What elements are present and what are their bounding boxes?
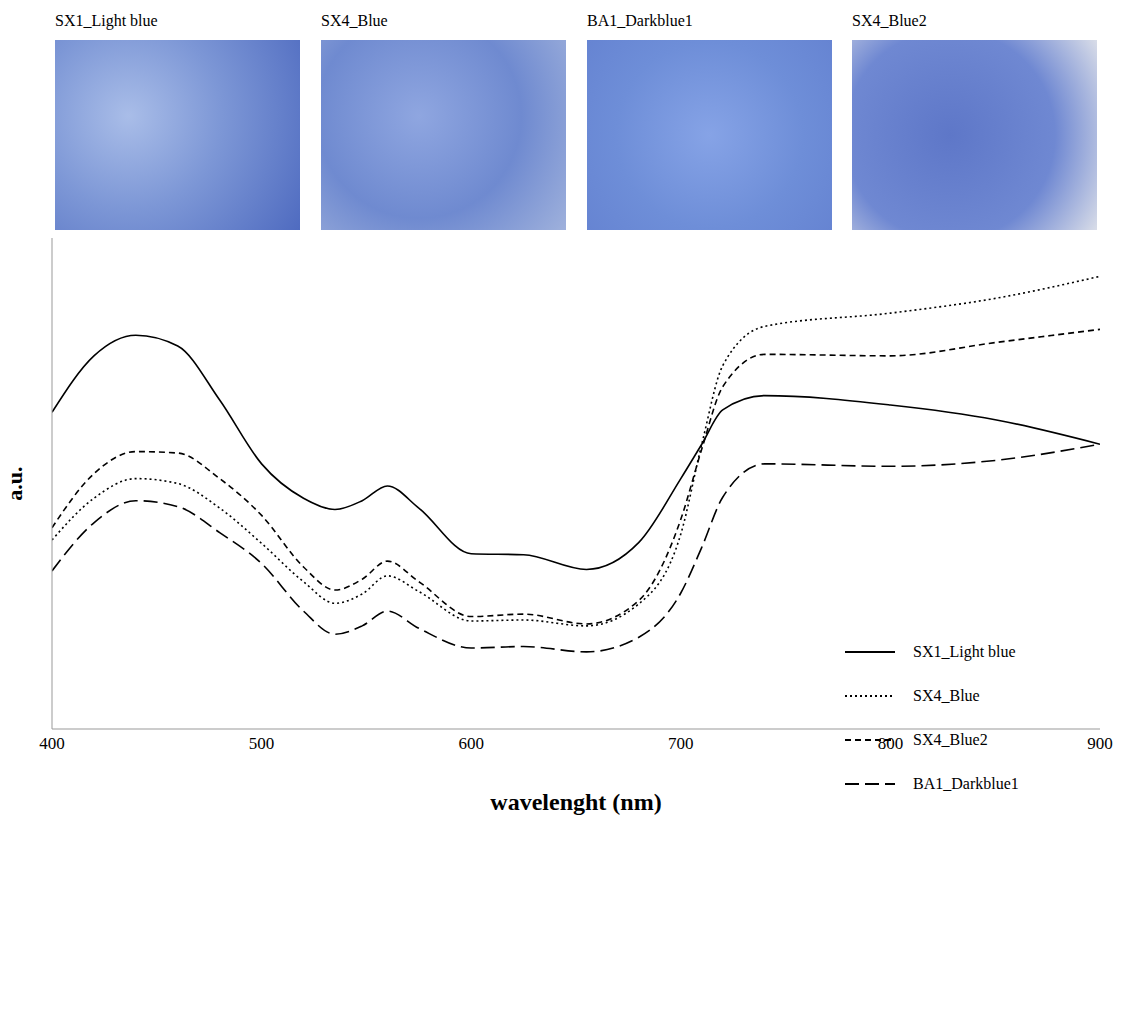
svg-text:800: 800 <box>878 734 904 753</box>
svg-text:900: 900 <box>1087 734 1113 753</box>
svg-text:wavelenght (nm): wavelenght (nm) <box>490 789 661 815</box>
svg-text:400: 400 <box>39 734 65 753</box>
html-text:SX4_Blue: SX4_Blue <box>321 12 388 29</box>
html-text:SX1_Light blue: SX1_Light blue <box>55 12 158 29</box>
svg-text:500: 500 <box>249 734 275 753</box>
html-text:SX4_Blue2: SX4_Blue2 <box>913 731 988 748</box>
html-text:SX4_Blue2: SX4_Blue2 <box>852 12 927 29</box>
html-text:SX1_Light blue: SX1_Light blue <box>913 643 1016 660</box>
svg-text:700: 700 <box>668 734 694 753</box>
html-text:SX4_Blue: SX4_Blue <box>913 687 980 704</box>
svg-text:a.u.: a.u. <box>2 466 27 500</box>
svg-text:600: 600 <box>458 734 484 753</box>
html-text:BA1_Darkblue1: BA1_Darkblue1 <box>913 775 1019 792</box>
html-text:BA1_Darkblue1: BA1_Darkblue1 <box>587 12 693 29</box>
